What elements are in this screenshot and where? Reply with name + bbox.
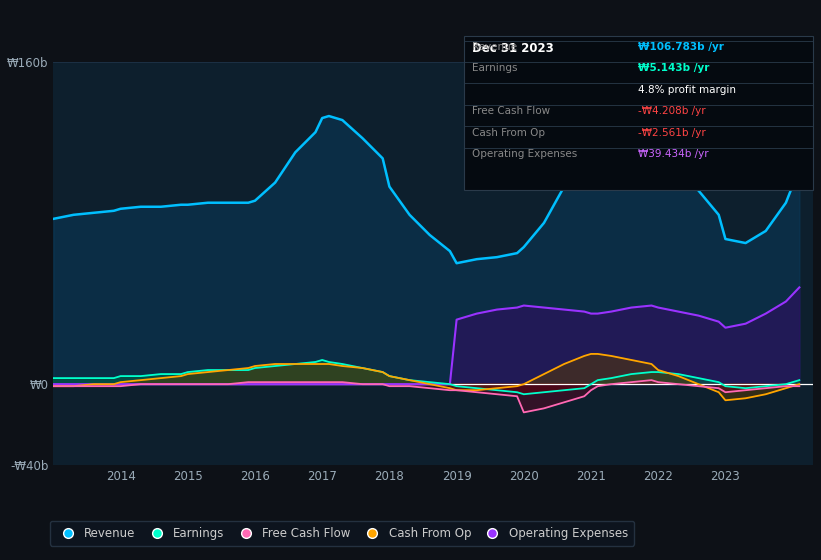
Text: Cash From Op: Cash From Op bbox=[472, 128, 545, 138]
Text: -₩4.208b /yr: -₩4.208b /yr bbox=[639, 106, 706, 116]
Text: Dec 31 2023: Dec 31 2023 bbox=[472, 42, 554, 55]
Text: Revenue: Revenue bbox=[472, 42, 517, 52]
Text: ₩106.783b /yr: ₩106.783b /yr bbox=[639, 42, 724, 52]
Text: Earnings: Earnings bbox=[472, 63, 517, 73]
Text: Free Cash Flow: Free Cash Flow bbox=[472, 106, 550, 116]
Text: Operating Expenses: Operating Expenses bbox=[472, 149, 577, 159]
Text: -₩2.561b /yr: -₩2.561b /yr bbox=[639, 128, 706, 138]
Text: ₩39.434b /yr: ₩39.434b /yr bbox=[639, 149, 709, 159]
Text: ₩5.143b /yr: ₩5.143b /yr bbox=[639, 63, 709, 73]
Text: 4.8% profit margin: 4.8% profit margin bbox=[639, 85, 736, 95]
Legend: Revenue, Earnings, Free Cash Flow, Cash From Op, Operating Expenses: Revenue, Earnings, Free Cash Flow, Cash … bbox=[50, 521, 634, 545]
